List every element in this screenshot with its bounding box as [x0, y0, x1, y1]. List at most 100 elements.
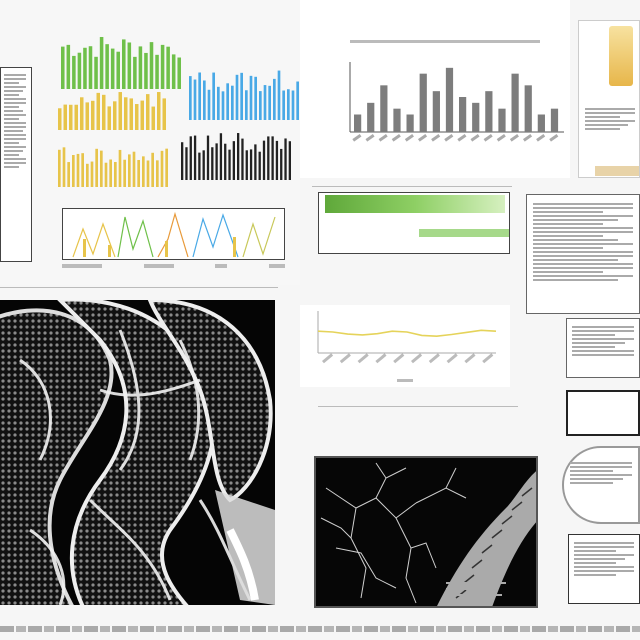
top-left-divider [0, 287, 278, 288]
bar [524, 85, 532, 132]
deco-bar [99, 36, 104, 89]
deco-bar [88, 46, 93, 89]
deco-bar [61, 46, 65, 89]
deco-bar [77, 52, 82, 89]
deco-bar [273, 78, 276, 120]
deco-bar [296, 81, 299, 120]
neuron-image [314, 456, 538, 608]
deco-bar [144, 52, 148, 89]
deco-bar [162, 98, 166, 130]
deco-bar [58, 108, 62, 130]
deco-bar [63, 104, 67, 130]
bar [485, 91, 493, 132]
deco-bar [72, 155, 75, 187]
line-chart-panel [300, 305, 510, 387]
dark-bar-chart [181, 133, 291, 180]
bar [432, 91, 440, 132]
deco-bar [86, 163, 89, 187]
bar [393, 108, 401, 132]
deco-bar [90, 161, 94, 187]
blue-bar-chart [189, 70, 299, 120]
deco-bar [228, 149, 231, 180]
deco-bar [127, 42, 132, 89]
deco-bar [83, 47, 87, 89]
deco-bar [193, 79, 197, 120]
deco-bar [235, 74, 239, 120]
deco-bar [284, 138, 287, 180]
deco-bar [138, 46, 143, 89]
deco-bar [140, 100, 144, 130]
x-tick-label [536, 133, 546, 142]
deco-bar [267, 136, 270, 180]
deco-bar [185, 147, 188, 180]
x-tick-label [549, 133, 559, 142]
right-bottom-note [568, 534, 640, 604]
deco-bar [258, 151, 261, 180]
deco-bar [262, 140, 266, 180]
deco-bar [206, 135, 210, 180]
deco-bar [275, 140, 279, 180]
mid-center-green-header [325, 195, 505, 213]
deco-bar [203, 80, 206, 120]
deco-bar [114, 161, 117, 187]
deco-bar [67, 162, 70, 187]
bar [498, 108, 506, 132]
x-tick-label [482, 353, 494, 364]
bar [445, 67, 454, 132]
deco-bar [135, 104, 139, 130]
deco-bar [118, 149, 122, 187]
deco-bar [219, 133, 223, 180]
left-text-box [0, 67, 32, 262]
right-text-lines [533, 203, 633, 281]
deco-bar [254, 144, 257, 180]
top-center-chart-panel [300, 0, 570, 178]
mid-center-divider [312, 186, 512, 187]
deco-bar [96, 92, 100, 130]
x-tick-label [496, 133, 506, 142]
deco-bar [232, 141, 235, 180]
bar [472, 102, 480, 132]
gray-bar-chart [349, 62, 564, 142]
deco-bar [287, 89, 290, 120]
deco-bar [211, 147, 214, 180]
left-text-lines [4, 74, 26, 168]
deco-bar [189, 76, 192, 120]
deco-bar [249, 149, 253, 180]
deco-bar [189, 136, 192, 180]
bar [537, 114, 545, 132]
deco-bar [118, 92, 122, 130]
deco-bar [280, 148, 283, 180]
deco-bar [156, 160, 159, 187]
x-tick-label [522, 133, 533, 142]
deco-bar [245, 150, 248, 180]
top-center-caption [350, 40, 540, 46]
bar [380, 85, 388, 132]
yellow-line-chart [317, 311, 497, 382]
deco-bar [102, 94, 106, 130]
deco-bar [137, 159, 140, 187]
multi-line-chart [72, 211, 276, 258]
mid-center-panel [318, 192, 510, 254]
x-tick-label [411, 353, 423, 364]
cellular-structure-drawing [0, 300, 275, 605]
neuron-drawing [316, 458, 536, 606]
deco-bar [110, 48, 115, 89]
deco-bar [207, 89, 211, 120]
deco-bar [171, 54, 176, 89]
deco-bar [146, 94, 150, 130]
deco-bar [69, 104, 73, 130]
deco-bar [133, 56, 137, 89]
green-bar-chart [61, 36, 181, 89]
deco-bar [109, 159, 112, 187]
deco-bar [282, 90, 285, 120]
deco-bar [95, 148, 98, 187]
yellow-bar-chart-2 [58, 147, 168, 187]
deco-bar [80, 97, 84, 130]
x-tick-label [509, 133, 519, 142]
bar [511, 73, 519, 132]
bar [406, 114, 414, 132]
deco-bar [91, 100, 95, 130]
cellular-structure-image [0, 300, 275, 605]
bar [550, 108, 559, 132]
mid-center-green-strip [419, 229, 509, 237]
